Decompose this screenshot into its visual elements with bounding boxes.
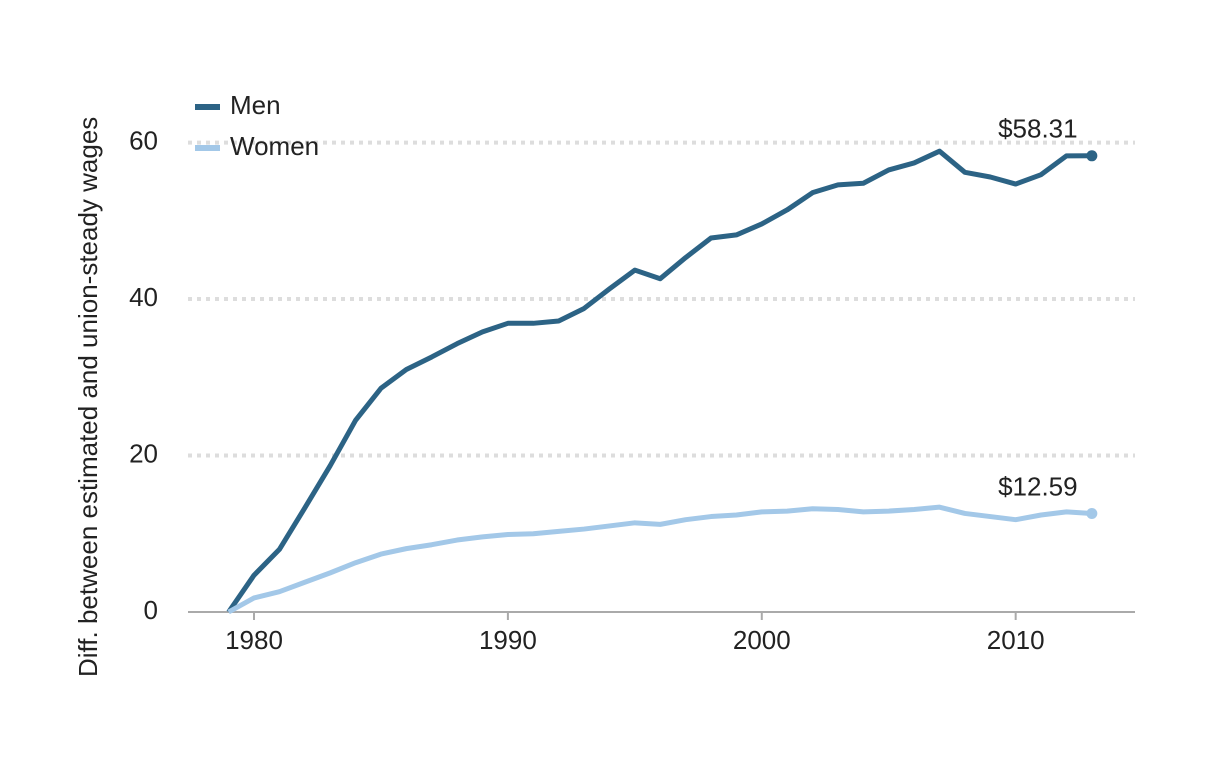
series-line <box>226 148 1092 614</box>
y-tick-label: 20 <box>129 438 158 468</box>
x-tick-label: 2010 <box>987 625 1045 655</box>
legend-label: Women <box>230 131 319 161</box>
x-tick-label: 2000 <box>733 625 791 655</box>
end-point <box>1086 508 1098 520</box>
y-axis-label: Diff. between estimated and union-steady… <box>73 117 103 677</box>
series-line <box>227 504 1093 615</box>
x-tick-label: 1980 <box>225 625 283 655</box>
value-label: $12.59 <box>998 471 1078 501</box>
x-tick-label: 1990 <box>479 625 537 655</box>
end-point <box>1086 150 1098 162</box>
y-tick-label: 40 <box>129 282 158 312</box>
legend-label: Men <box>230 90 281 120</box>
y-tick-label: 60 <box>129 125 158 155</box>
value-label: $58.31 <box>998 114 1078 144</box>
y-tick-label: 0 <box>144 595 158 625</box>
